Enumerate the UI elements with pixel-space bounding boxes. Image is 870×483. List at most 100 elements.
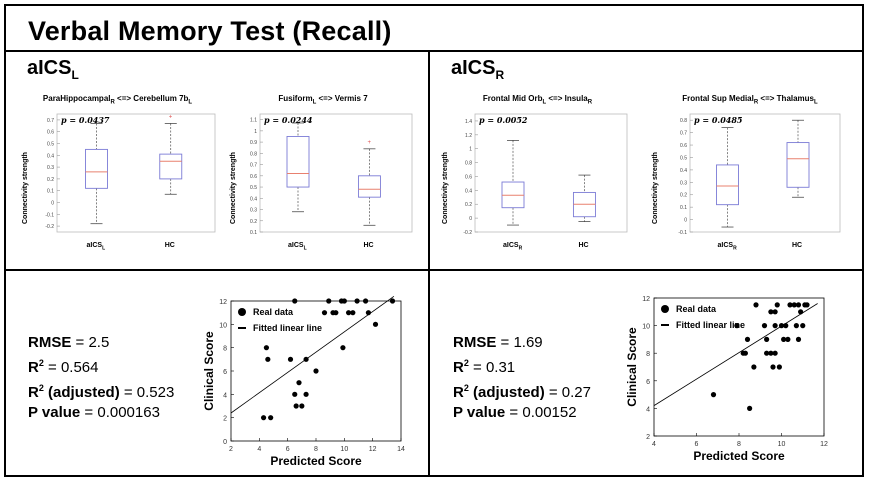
data-point (292, 298, 298, 304)
boxplot-svg: 1.4 1.2 1 0.8 0.6 0.4 0.2 0 -0.2 p = 0.0052 (463, 113, 628, 236)
page-title: Verbal Memory Test (Recall) (28, 16, 392, 46)
data-point (772, 309, 778, 315)
y-tick-label: 0.2 (47, 177, 54, 183)
y-tick-label: 0.4 (680, 168, 687, 174)
data-point (734, 323, 740, 329)
plot-area (653, 297, 825, 437)
pvalue-line: P value = 0.00152 (453, 404, 577, 421)
y-tick-label: 1 (254, 129, 257, 135)
data-point (783, 323, 789, 329)
data-point (350, 310, 356, 316)
legend-label-fit: Fitted linear line (676, 320, 745, 330)
data-point (326, 298, 332, 304)
data-point (292, 391, 298, 397)
outlier-marker: + (169, 114, 173, 120)
plot-area (56, 113, 216, 233)
y-tick-label: 0.6 (680, 143, 687, 149)
data-point (764, 350, 770, 356)
x-tick-label: 14 (397, 446, 405, 453)
y-tick-label: 10 (642, 324, 650, 331)
data-point (321, 310, 328, 316)
p-value-annotation: p = 0.0485 (694, 115, 743, 125)
x-tick-label: 10 (340, 446, 348, 453)
y-axis-label: Clinical Score (625, 327, 639, 407)
boxplot-svg: 1.1 1 0.9 0.8 0.7 0.6 0.5 0.4 0.3 0.2 0.1 p = 0.024… (250, 113, 413, 236)
y-tick-label: 0.4 (47, 153, 54, 159)
x-tick-label: 6 (695, 441, 699, 448)
y-tick-label: -0.2 (463, 230, 472, 236)
fitted-line (653, 303, 818, 406)
data-point (774, 302, 780, 308)
y-tick-label: 0.9 (250, 140, 257, 146)
data-point (778, 323, 785, 329)
boxplot-panel-3: Frontal Mid OrbL <=> InsulaR Connectivity… (440, 90, 635, 260)
boxplot-panel-1: ParaHippocampalR <=> Cerebellum 7bL Conne… (20, 90, 216, 260)
legend-label-real: Real data (253, 307, 294, 317)
x-tick-label: 2 (229, 446, 233, 453)
y-tick-label: -0.1 (45, 212, 54, 218)
y-tick-label: 0 (223, 439, 227, 446)
y-tick-label: 1.2 (465, 133, 472, 139)
y-tick-label: -0.1 (678, 230, 687, 236)
legend-dot (661, 305, 669, 313)
p-value-annotation: p = 0.0052 (479, 115, 528, 125)
y-tick-label: 12 (642, 296, 650, 303)
y-tick-label: 0.2 (680, 193, 687, 199)
category-label-1: aICSL (288, 242, 307, 252)
data-point (296, 380, 302, 386)
stats-right: RMSE = 1.69 R2 = 0.31 R2 (adjusted) = 0.… (453, 333, 591, 423)
category-label-2: HC (363, 242, 374, 249)
y-tick-label: 0.8 (680, 118, 687, 124)
r2adj-line: R2 (adjusted) = 0.27 (453, 383, 591, 401)
y-tick-label: 4 (646, 406, 650, 413)
data-point (751, 364, 757, 370)
y-tick-label: 8 (223, 346, 227, 353)
legend-dot (238, 308, 246, 316)
data-point (362, 298, 369, 304)
y-tick-label: 8 (646, 351, 650, 358)
data-point (768, 350, 774, 356)
data-point (299, 403, 305, 409)
x-tick-label: 4 (257, 446, 261, 453)
data-point (742, 350, 748, 356)
x-tick-label: 12 (369, 446, 377, 453)
figure-frame (4, 4, 864, 477)
data-point (287, 356, 294, 362)
x-axis-label: Predicted Score (693, 449, 785, 463)
y-tick-label: 0.5 (250, 185, 257, 191)
y-tick-label: 0.3 (47, 165, 54, 171)
y-tick-label: 10 (219, 322, 227, 329)
boxplot-panel-4: Frontal Sup MedialR <=> ThalamusL Connect… (650, 90, 850, 260)
y-tick-label: 0.7 (250, 163, 257, 169)
y-tick-label: 1 (469, 147, 472, 153)
data-point (793, 323, 799, 329)
y-tick-label: 0.6 (250, 174, 257, 180)
y-tick-label: 4 (223, 392, 227, 399)
x-tick-label: 6 (286, 446, 290, 453)
y-tick-label: 6 (223, 369, 227, 376)
legend-label-real: Real data (676, 304, 717, 314)
data-point (795, 336, 802, 342)
y-axis-label: Clinical Score (202, 331, 216, 411)
x-tick-label: 10 (778, 441, 786, 448)
data-point (800, 323, 806, 329)
data-point (768, 309, 774, 315)
x-axis-label: Predicted Score (270, 454, 362, 468)
y-tick-label: 0 (684, 218, 687, 224)
group-label-right: aICSR (451, 57, 505, 82)
y-tick-label: 1.1 (250, 118, 257, 124)
p-value-annotation: p = 0.0437 (61, 115, 110, 125)
data-point (389, 298, 396, 304)
y-tick-label: 6 (646, 379, 650, 386)
y-tick-label: 0.1 (47, 189, 54, 195)
data-point (804, 302, 810, 308)
x-tick-label: 8 (314, 446, 318, 453)
data-point (260, 415, 267, 421)
category-label-2: HC (792, 242, 803, 249)
y-tick-label: 0.7 (680, 131, 687, 137)
data-point (795, 302, 802, 308)
pvalue-line: P value = 0.000163 (28, 404, 160, 421)
data-point (753, 302, 759, 308)
data-point (365, 310, 372, 316)
